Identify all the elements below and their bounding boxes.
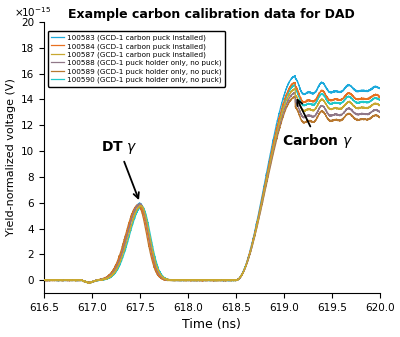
- 100590 (GCD-1 puck holder only, no puck): [367, 100, 372, 104]
- 100588 (GCD-1 puck holder only, no puck): [367, 111, 372, 115]
- Legend: 100583 (GCD-1 carbon puck installed), 100584 (GCD-1 carbon puck installed), 1005: 100583 (GCD-1 carbon puck installed), 10…: [48, 31, 226, 87]
- 100590 (GCD-1 puck holder only, no puck): [183, 278, 188, 282]
- 100583 (GCD-1 carbon puck installed): [183, 278, 188, 282]
- 100587 (GCD-1 carbon puck installed): [350, 103, 355, 108]
- 100583 (GCD-1 carbon puck installed): [85, 281, 90, 285]
- Line: 100584 (GCD-1 carbon puck installed): 100584 (GCD-1 carbon puck installed): [44, 83, 380, 283]
- 100583 (GCD-1 carbon puck installed): [293, 74, 298, 78]
- 100589 (GCD-1 puck holder only, no puck): [367, 117, 372, 121]
- 100590 (GCD-1 puck holder only, no puck): [42, 278, 46, 282]
- 100588 (GCD-1 puck holder only, no puck): [42, 278, 46, 282]
- 100589 (GCD-1 puck holder only, no puck): [350, 114, 355, 118]
- 100590 (GCD-1 puck holder only, no puck): [377, 97, 382, 101]
- 100587 (GCD-1 carbon puck installed): [183, 278, 188, 282]
- 100588 (GCD-1 puck holder only, no puck): [88, 281, 93, 285]
- 100589 (GCD-1 puck holder only, no puck): [377, 116, 382, 120]
- 100584 (GCD-1 carbon puck installed): [350, 94, 355, 98]
- 100587 (GCD-1 carbon puck installed): [367, 105, 372, 109]
- 100590 (GCD-1 puck holder only, no puck): [186, 278, 190, 282]
- 100588 (GCD-1 puck holder only, no puck): [183, 278, 188, 282]
- 100584 (GCD-1 carbon puck installed): [292, 81, 297, 85]
- 100583 (GCD-1 carbon puck installed): [186, 278, 190, 282]
- 100588 (GCD-1 puck holder only, no puck): [186, 278, 190, 282]
- 100589 (GCD-1 puck holder only, no puck): [42, 278, 46, 282]
- 100588 (GCD-1 puck holder only, no puck): [201, 278, 206, 282]
- 100584 (GCD-1 carbon puck installed): [183, 278, 188, 282]
- 100587 (GCD-1 carbon puck installed): [286, 95, 290, 99]
- Line: 100588 (GCD-1 puck holder only, no puck): 100588 (GCD-1 puck holder only, no puck): [44, 93, 380, 283]
- Title: Example carbon calibration data for DAD: Example carbon calibration data for DAD: [68, 8, 355, 21]
- 100590 (GCD-1 puck holder only, no puck): [286, 91, 290, 95]
- 100589 (GCD-1 puck holder only, no puck): [87, 281, 92, 285]
- 100588 (GCD-1 puck holder only, no puck): [350, 109, 355, 113]
- 100588 (GCD-1 puck holder only, no puck): [292, 91, 297, 95]
- Line: 100590 (GCD-1 puck holder only, no puck): 100590 (GCD-1 puck holder only, no puck): [44, 85, 380, 283]
- 100583 (GCD-1 carbon puck installed): [367, 88, 372, 92]
- 100589 (GCD-1 puck holder only, no puck): [292, 94, 297, 98]
- Y-axis label: Yield-normalized voltage (V): Yield-normalized voltage (V): [6, 79, 16, 237]
- 100584 (GCD-1 carbon puck installed): [186, 278, 190, 282]
- 100590 (GCD-1 puck holder only, no puck): [350, 97, 355, 101]
- 100588 (GCD-1 puck holder only, no puck): [286, 99, 290, 103]
- 100583 (GCD-1 carbon puck installed): [42, 278, 46, 282]
- 100587 (GCD-1 carbon puck installed): [377, 103, 382, 108]
- 100583 (GCD-1 carbon puck installed): [377, 87, 382, 91]
- 100590 (GCD-1 puck holder only, no puck): [87, 281, 92, 285]
- 100584 (GCD-1 carbon puck installed): [286, 89, 290, 93]
- 100587 (GCD-1 carbon puck installed): [186, 279, 190, 283]
- 100589 (GCD-1 puck holder only, no puck): [183, 278, 188, 282]
- 100588 (GCD-1 puck holder only, no puck): [377, 110, 382, 114]
- 100583 (GCD-1 carbon puck installed): [350, 86, 355, 90]
- 100590 (GCD-1 puck holder only, no puck): [201, 278, 206, 282]
- 100587 (GCD-1 carbon puck installed): [201, 278, 206, 282]
- 100583 (GCD-1 carbon puck installed): [286, 83, 290, 87]
- Line: 100589 (GCD-1 puck holder only, no puck): 100589 (GCD-1 puck holder only, no puck): [44, 96, 380, 283]
- 100590 (GCD-1 puck holder only, no puck): [293, 83, 298, 87]
- 100589 (GCD-1 puck holder only, no puck): [186, 278, 190, 282]
- 100584 (GCD-1 carbon puck installed): [87, 281, 92, 285]
- Text: Carbon $\gamma$: Carbon $\gamma$: [282, 100, 353, 150]
- Line: 100587 (GCD-1 carbon puck installed): 100587 (GCD-1 carbon puck installed): [44, 89, 380, 283]
- Line: 100583 (GCD-1 carbon puck installed): 100583 (GCD-1 carbon puck installed): [44, 76, 380, 283]
- 100587 (GCD-1 carbon puck installed): [86, 281, 90, 285]
- 100584 (GCD-1 carbon puck installed): [42, 278, 46, 282]
- 100584 (GCD-1 carbon puck installed): [201, 278, 206, 282]
- X-axis label: Time (ns): Time (ns): [182, 318, 241, 332]
- 100587 (GCD-1 carbon puck installed): [292, 87, 297, 91]
- Text: DT $\gamma$: DT $\gamma$: [100, 139, 139, 198]
- 100589 (GCD-1 puck holder only, no puck): [201, 278, 206, 282]
- 100587 (GCD-1 carbon puck installed): [42, 278, 46, 282]
- 100584 (GCD-1 carbon puck installed): [377, 95, 382, 99]
- 100583 (GCD-1 carbon puck installed): [201, 278, 206, 282]
- Text: $\times\!10^{-15}$: $\times\!10^{-15}$: [14, 5, 51, 19]
- 100584 (GCD-1 carbon puck installed): [367, 96, 372, 100]
- 100589 (GCD-1 puck holder only, no puck): [286, 102, 290, 106]
